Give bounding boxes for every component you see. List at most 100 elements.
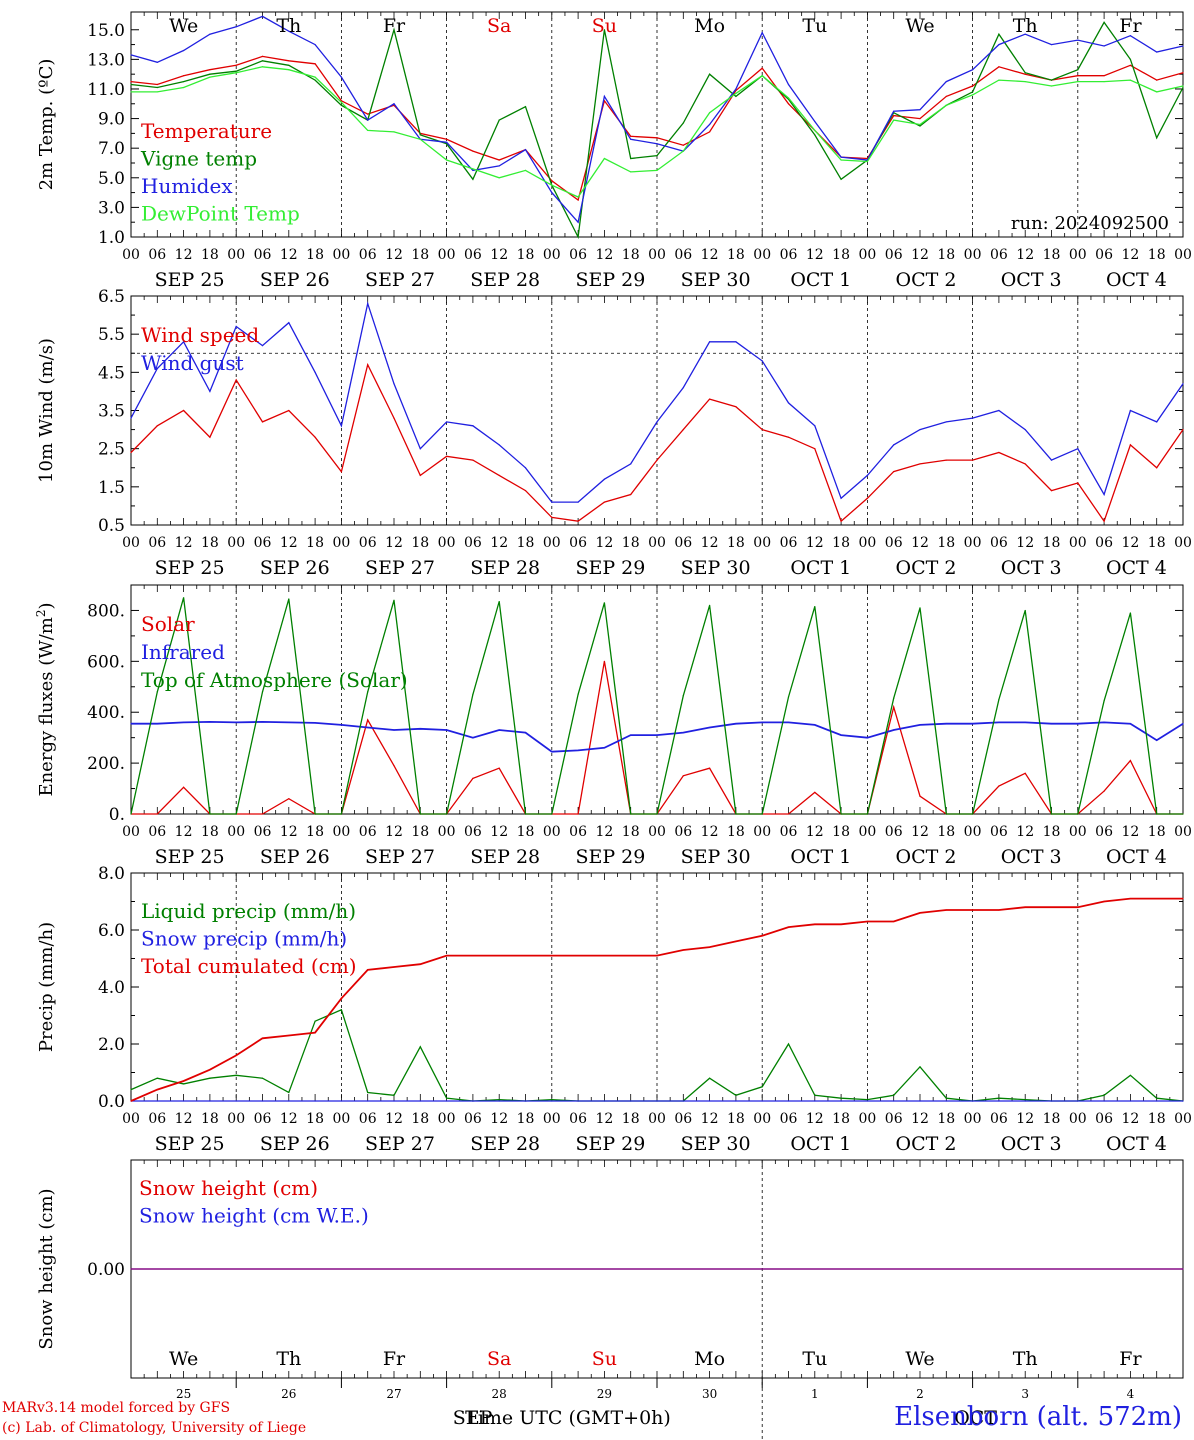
data-point xyxy=(945,421,947,423)
data-point xyxy=(235,64,237,66)
data-point xyxy=(735,1094,737,1096)
data-point xyxy=(709,73,711,75)
data-point xyxy=(472,169,474,171)
data-point xyxy=(235,813,237,815)
data-point xyxy=(682,122,684,124)
data-point xyxy=(814,448,816,450)
data-point xyxy=(498,177,500,179)
data-point xyxy=(524,813,527,815)
data-point xyxy=(1129,759,1131,762)
data-point xyxy=(1129,35,1131,37)
hour-tick-label: 18 xyxy=(1043,1111,1061,1127)
data-point xyxy=(551,1098,553,1101)
data-point xyxy=(1050,79,1053,81)
data-point xyxy=(945,459,947,461)
date-label: SEP 26 xyxy=(260,846,330,868)
data-point xyxy=(261,60,264,62)
data-point xyxy=(1024,772,1026,774)
data-point xyxy=(498,600,500,603)
data-point xyxy=(893,706,895,708)
data-point xyxy=(1182,1268,1184,1270)
data-point xyxy=(367,691,369,693)
date-label: SEP 30 xyxy=(681,557,751,579)
date-label: OCT 1 xyxy=(790,557,851,579)
data-point xyxy=(209,1077,211,1079)
data-point xyxy=(919,795,921,797)
hour-tick-label: 06 xyxy=(148,824,166,840)
hour-tick-label: 06 xyxy=(359,1111,377,1127)
data-point xyxy=(603,157,606,160)
y-axis-label: 2m Temp. (ºC) xyxy=(36,59,57,191)
data-point xyxy=(814,606,816,608)
hour-tick-label: 00 xyxy=(1069,824,1087,840)
data-point xyxy=(1103,520,1105,522)
data-point xyxy=(524,169,527,171)
panel-3: 0. 200. 400. 600. 800. Energy fluxes (W/m2) So… xyxy=(34,584,1192,868)
data-point xyxy=(1024,428,1026,431)
hour-tick-label: 18 xyxy=(1043,535,1061,551)
hour-tick-label: 00 xyxy=(858,535,876,551)
data-point xyxy=(656,154,658,157)
hour-tick-label: 06 xyxy=(674,824,692,840)
data-point xyxy=(1077,906,1079,908)
data-point xyxy=(156,367,158,370)
data-point xyxy=(998,721,1000,724)
data-point xyxy=(261,55,264,58)
bottom-day-label: We xyxy=(169,1348,198,1370)
data-point xyxy=(235,379,237,381)
hour-tick-label: 12 xyxy=(806,535,824,551)
y-tick-label: 2.0 xyxy=(98,1035,125,1055)
data-point xyxy=(682,144,684,146)
legend-entry: Wind speed xyxy=(141,323,259,347)
hour-tick-label: 18 xyxy=(411,535,429,551)
hour-tick-label: 12 xyxy=(806,824,824,840)
data-point xyxy=(919,1100,921,1102)
data-point xyxy=(288,30,290,32)
data-point xyxy=(682,731,684,734)
data-point xyxy=(1103,790,1105,792)
data-point xyxy=(761,935,763,937)
date-label: SEP 28 xyxy=(470,846,540,868)
hour-tick-label: 18 xyxy=(622,824,640,840)
data-point xyxy=(814,1100,816,1102)
data-point xyxy=(551,184,553,186)
data-point xyxy=(893,470,895,473)
date-label: SEP 25 xyxy=(155,557,225,579)
hour-tick-label: 06 xyxy=(780,1111,798,1127)
data-point xyxy=(893,697,895,699)
hour-tick-label: 06 xyxy=(990,1111,1008,1127)
y-tick-label: 1.5 xyxy=(98,478,125,498)
data-point xyxy=(551,180,553,182)
data-point xyxy=(393,966,395,968)
hour-tick-label: 18 xyxy=(306,247,324,263)
hour-tick-label: 18 xyxy=(622,247,640,263)
data-point xyxy=(183,75,185,77)
hour-tick-label: 06 xyxy=(148,535,166,551)
data-point xyxy=(446,159,448,161)
data-point xyxy=(709,767,711,769)
data-point xyxy=(919,117,921,120)
bottom-day-number: 29 xyxy=(597,1387,612,1401)
data-point xyxy=(183,786,185,788)
data-point xyxy=(998,909,1000,911)
hour-tick-label: 18 xyxy=(1148,824,1166,840)
data-point xyxy=(735,723,737,725)
data-point xyxy=(682,949,684,951)
data-point xyxy=(998,451,1000,454)
data-point xyxy=(787,813,790,815)
data-point xyxy=(682,695,684,697)
legend-entry: Infrared xyxy=(141,640,225,664)
legend-entry: DewPoint Temp xyxy=(141,202,300,226)
date-label: SEP 25 xyxy=(155,846,225,868)
legend-entry: Snow height (cm W.E.) xyxy=(139,1204,369,1228)
hour-tick-label: 00 xyxy=(227,535,245,551)
data-point xyxy=(288,1100,290,1102)
data-point xyxy=(682,387,684,389)
data-point xyxy=(235,70,237,72)
data-point xyxy=(840,520,842,522)
hour-tick-label: 12 xyxy=(806,1111,824,1127)
hour-tick-label: 12 xyxy=(595,824,613,840)
data-point xyxy=(130,451,132,454)
hour-tick-label: 00 xyxy=(438,535,456,551)
data-point xyxy=(340,1100,342,1102)
